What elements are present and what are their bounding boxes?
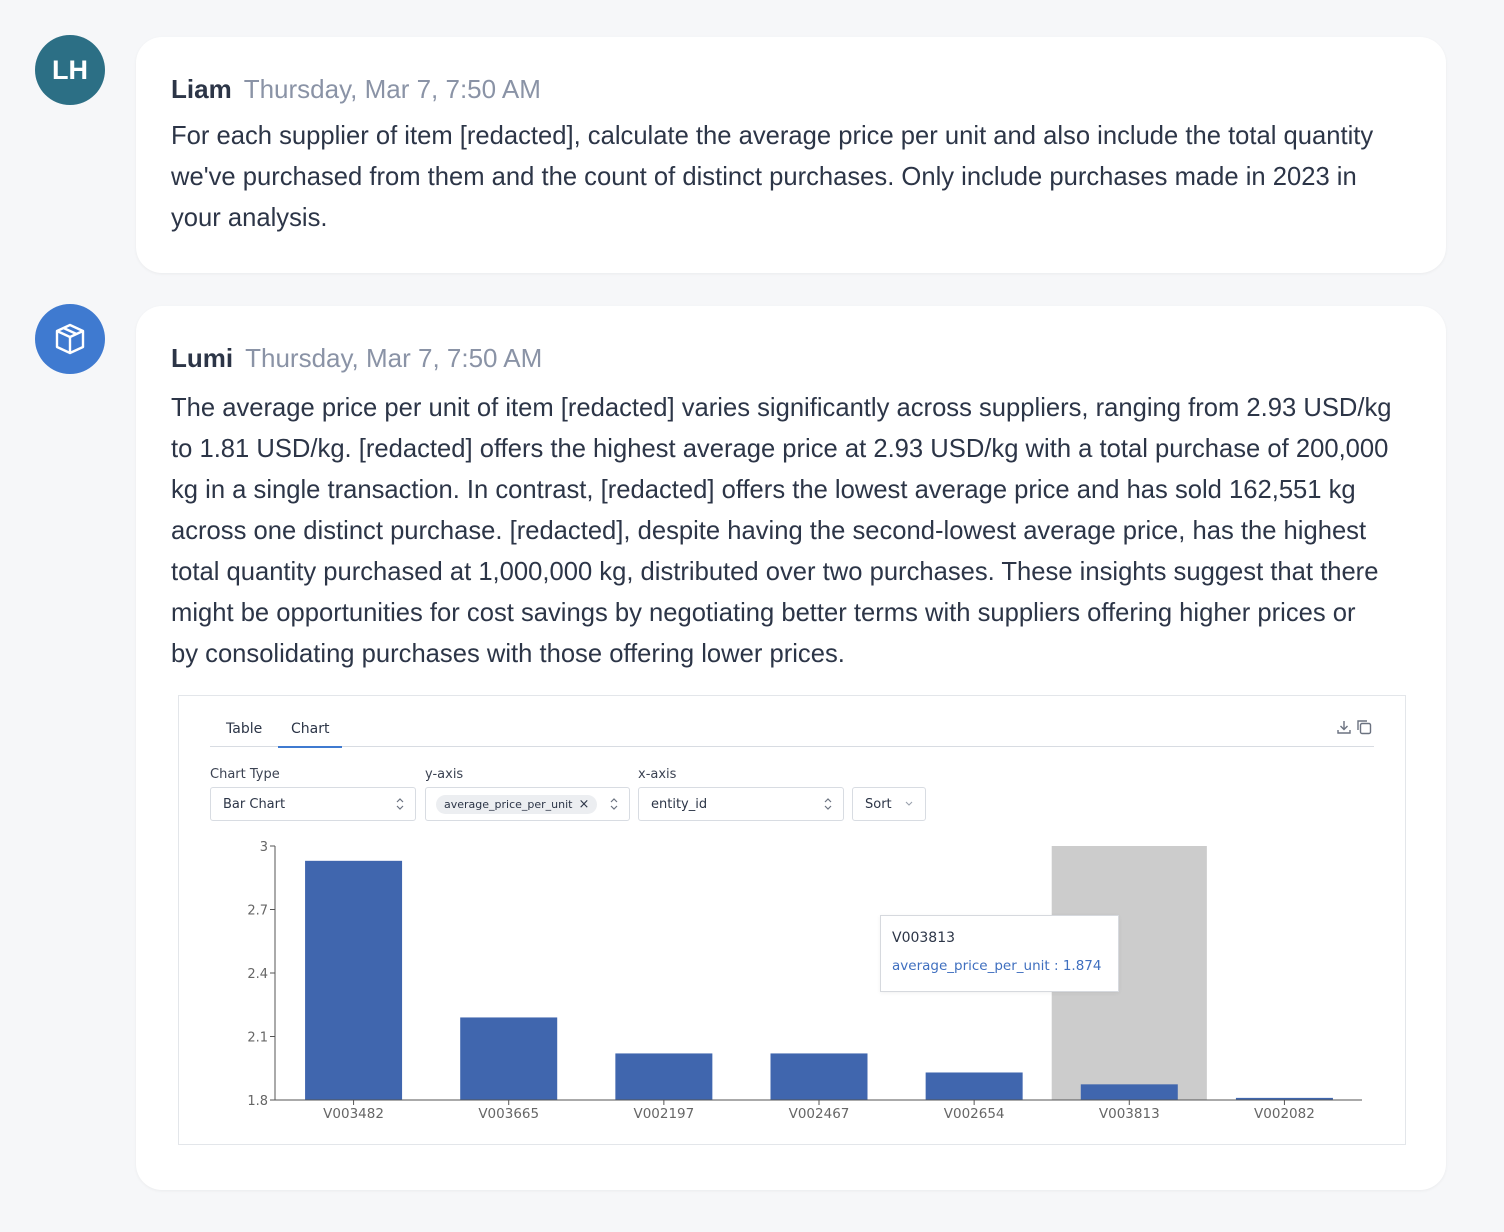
message-timestamp: Thursday, Mar 7, 7:50 AM xyxy=(243,74,541,104)
panel-tabs: Table Chart xyxy=(210,718,1374,748)
y-tick-label: 2.4 xyxy=(247,967,268,982)
y-tick-label: 3 xyxy=(260,840,268,855)
x-axis-select[interactable]: entity_id xyxy=(638,787,844,821)
bar xyxy=(305,860,403,1100)
bar xyxy=(925,1072,1023,1100)
tooltip-title: V003813 xyxy=(892,930,956,946)
sort-label: Sort xyxy=(865,796,892,812)
copy-icon[interactable] xyxy=(1355,718,1373,736)
y-tick-label: 1.8 xyxy=(247,1094,268,1109)
bar xyxy=(1080,1084,1178,1100)
message-line: across one distinct purchase. [redacted]… xyxy=(171,517,1367,545)
x-tick-label: V002082 xyxy=(1254,1106,1315,1122)
result-panel: Table Chart Chart Type Bar Chart y-axis … xyxy=(178,695,1406,1145)
y-axis-label: y-axis xyxy=(425,767,464,782)
bar-chart: 1.8 2.1 2.4 2.7 3 V003482 V003665 V002197 V00246… xyxy=(247,840,1362,1122)
message-meta: Liam Thursday, Mar 7, 7:50 AM xyxy=(171,74,541,105)
tab-chart[interactable]: Chart xyxy=(291,721,330,737)
chevron-updown-icon xyxy=(396,798,404,810)
message-text: The average price per unit of item [reda… xyxy=(171,388,1411,675)
panel-toolbar xyxy=(1335,718,1373,736)
chart-tooltip: V003813 average_price_per_unit : 1.874 xyxy=(880,915,1119,992)
bar xyxy=(615,1053,713,1100)
download-icon[interactable] xyxy=(1335,718,1353,736)
bar xyxy=(1235,1097,1333,1100)
chart-type-label: Chart Type xyxy=(210,767,280,782)
chart-type-select[interactable]: Bar Chart xyxy=(210,787,416,821)
x-axis-label: x-axis xyxy=(638,767,677,782)
message-line: total quantity purchased at 1,000,000 kg… xyxy=(171,558,1379,586)
y-tick-label: 2.1 xyxy=(247,1031,268,1046)
message-line: to 1.81 USD/kg. [redacted] offers the hi… xyxy=(171,435,1389,463)
bar xyxy=(770,1053,868,1100)
y-axis-chip-label: average_price_per_unit xyxy=(444,797,573,811)
bar xyxy=(460,1017,558,1100)
chevron-down-icon xyxy=(905,801,913,806)
message-line: kg in a single transaction. In contrast,… xyxy=(171,476,1356,504)
cube-icon xyxy=(55,323,85,355)
chevron-updown-icon xyxy=(824,798,832,810)
y-axis-select[interactable]: average_price_per_unit × xyxy=(425,787,630,821)
chevron-updown-icon xyxy=(610,798,618,810)
x-axis-value: entity_id xyxy=(651,796,708,812)
x-tick-label: V003665 xyxy=(478,1106,539,1122)
chart-type-value: Bar Chart xyxy=(223,796,286,812)
message-meta: Lumi Thursday, Mar 7, 7:50 AM xyxy=(171,343,542,374)
y-tick-label: 2.7 xyxy=(247,904,268,919)
x-tick-label: V002197 xyxy=(633,1106,694,1122)
assistant-avatar xyxy=(35,304,105,374)
sender-name: Lumi xyxy=(171,343,234,373)
y-axis-chip: average_price_per_unit × xyxy=(436,794,598,814)
x-tick-label: V003482 xyxy=(323,1106,384,1122)
message-line: For each supplier of item [redacted], ca… xyxy=(171,122,1374,150)
assistant-message-card: Lumi Thursday, Mar 7, 7:50 AM The averag… xyxy=(136,306,1446,1190)
message-line: The average price per unit of item [reda… xyxy=(171,394,1392,422)
tab-table[interactable]: Table xyxy=(226,721,263,737)
message-text: For each supplier of item [redacted], ca… xyxy=(171,116,1411,239)
active-tab-indicator xyxy=(278,746,342,748)
x-tick-label: V003813 xyxy=(1099,1106,1160,1122)
x-tick-label: V002467 xyxy=(789,1106,850,1122)
tooltip-value: average_price_per_unit : 1.874 xyxy=(892,958,1102,974)
user-message-card: Liam Thursday, Mar 7, 7:50 AM For each s… xyxy=(136,37,1446,273)
message-line: might be opportunities for cost savings … xyxy=(171,599,1356,627)
message-line: your analysis. xyxy=(171,204,328,232)
message-timestamp: Thursday, Mar 7, 7:50 AM xyxy=(245,343,543,373)
message-line: we've purchased from them and the count … xyxy=(171,163,1357,191)
message-line: by consolidating purchases with those of… xyxy=(171,640,845,668)
user-avatar: LH xyxy=(35,35,105,105)
sort-dropdown[interactable]: Sort xyxy=(852,787,926,821)
x-tick-label: V002654 xyxy=(944,1106,1005,1122)
remove-chip-icon[interactable]: × xyxy=(578,796,590,812)
sender-name: Liam xyxy=(171,74,232,104)
